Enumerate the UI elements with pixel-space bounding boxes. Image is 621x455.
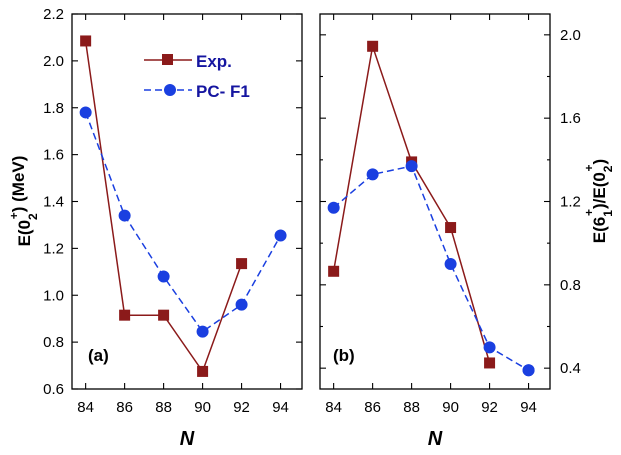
legend-theory-marker (164, 84, 176, 96)
panel-b-ylabel-part-4: 2 (601, 165, 615, 172)
legend-theory-label: PC- F1 (196, 82, 250, 101)
panel-a-point-exp (119, 309, 131, 321)
panel-a-ytick-label: 1.4 (43, 194, 64, 211)
panel-b-ylabel-part-0: E(6 (590, 217, 609, 243)
panel-a-xtick-label: 84 (77, 399, 94, 416)
panel-a-ylabel-sup: + (7, 212, 21, 219)
panel-b-xtick-label: 84 (325, 399, 342, 416)
panel-a-ticks: 84 86 88 90 92 94 0.6 0.8 1.0 1.2 1.4 1.6 1.8 2.0 2.2 (43, 6, 302, 416)
panel-b-label: (b) (333, 346, 355, 365)
panel-a-xtick-label: 90 (194, 399, 211, 416)
panel-a-ytick-label: 0.6 (43, 381, 64, 398)
panel-b-point-exp (445, 222, 457, 234)
panel-b-ylabel-part-2: + (582, 209, 596, 216)
panel-b-point-exp (367, 40, 379, 52)
legend-exp-label: Exp. (196, 52, 232, 71)
panel-a-series (79, 35, 287, 377)
panel-b: 84 86 88 90 92 94 0.4 0.8 1.2 1.6 2.0 (b) E(61 +)/E… (319, 13, 615, 450)
panel-b-point-pcf1 (327, 201, 340, 214)
panel-a-series-line-pcf1 (84, 112, 282, 333)
panel-a-ylabel-main: E(0 (15, 220, 34, 246)
panel-a-xtick-label: 94 (272, 399, 289, 416)
panel-b-ytick-label: 0.8 (560, 277, 581, 294)
panel-a-ytick-label: 0.8 (43, 334, 64, 351)
panel-b-xlabel: N (428, 428, 443, 450)
panel-b-xtick-label: 94 (520, 399, 537, 416)
panel-b-point-exp (484, 357, 496, 369)
panel-b-xtick-label: 88 (403, 399, 420, 416)
panel-b-ytick-label: 1.6 (560, 110, 581, 127)
panel-b-ticks: 84 86 88 90 92 94 0.4 0.8 1.2 1.6 2.0 (320, 14, 581, 416)
panel-a-point-pcf1 (118, 209, 131, 222)
panel-a-xtick-label: 92 (233, 399, 250, 416)
panel-b-point-pcf1 (366, 168, 379, 181)
panel-a-point-pcf1 (235, 298, 248, 311)
panel-b-ylabel-part-3: )/E(0 (590, 172, 609, 209)
panel-a-xtick-label: 88 (155, 399, 172, 416)
panel-a-label: (a) (88, 346, 109, 365)
panel-b-ytick-label: 2.0 (560, 27, 581, 44)
panel-a-ylabel-tail: ) (MeV) (9, 156, 28, 213)
panel-b-xtick-label: 86 (364, 399, 381, 416)
panel-b-point-pcf1 (444, 258, 457, 270)
panel-a-ytick-label: 2.2 (43, 6, 64, 23)
panel-b-xtick-label: 92 (481, 399, 498, 416)
panel-a: 84 86 88 90 92 940.60.81.01.21.41.61.82.02.2 … (7, 6, 303, 450)
panel-a-ytick-label: 2.0 (43, 53, 64, 70)
panel-a-ytick-label: 1.8 (43, 100, 64, 117)
legend: Exp. PC- F1 (144, 52, 250, 101)
panel-b-point-exp (328, 265, 340, 277)
panel-a-ytick-label: 1.2 (43, 240, 64, 257)
panel-b-ytick-label: 1.2 (560, 194, 581, 211)
panel-b-ylabel: E(61 +)/E(02 +) (582, 159, 615, 243)
panel-b-series-line-pcf1 (333, 165, 529, 371)
panel-b-point-pcf1 (405, 160, 418, 173)
panel-b-point-pcf1 (522, 364, 535, 377)
panel-a-point-exp (236, 258, 248, 270)
panel-a-point-pcf1 (157, 270, 170, 283)
panel-a-xtick-label: 86 (116, 399, 133, 416)
panel-b-ylabel-part-6: ) (590, 159, 609, 165)
panel-a-ylabel-sub: 2 (26, 213, 40, 220)
panel-a-point-pcf1 (79, 106, 92, 119)
panel-b-ytick-label: 0.4 (560, 360, 581, 377)
panel-b-xtick-label: 90 (442, 399, 459, 416)
panel-a-point-exp (158, 309, 170, 321)
panel-a-point-exp (197, 365, 209, 377)
panel-a-frame (71, 13, 303, 390)
panel-b-point-pcf1 (483, 341, 496, 354)
panel-b-series-line-exp (332, 46, 491, 364)
legend-exp-marker (162, 54, 173, 65)
panel-a-xlabel: N (180, 428, 195, 450)
panel-a-point-pcf1 (274, 229, 287, 242)
panel-a-point-exp (80, 35, 92, 47)
panel-a-ytick-label: 1.6 (43, 147, 64, 164)
panel-b-ylabel-part-5: + (582, 164, 596, 171)
panel-a-point-pcf1 (196, 325, 209, 338)
panel-a-ytick-label: 1.0 (43, 287, 64, 304)
panel-a-ylabel: E(02 +) (MeV) (7, 156, 40, 247)
panel-b-series (327, 40, 535, 377)
panel-b-ylabel-part-1: 1 (601, 210, 615, 217)
